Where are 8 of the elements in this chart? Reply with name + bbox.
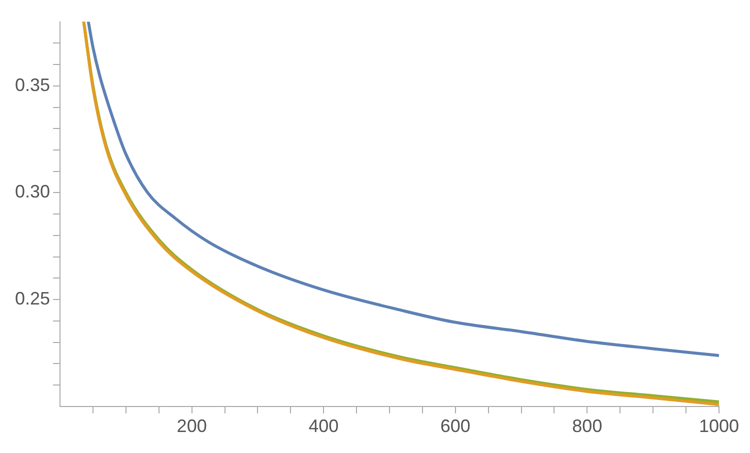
x-tick-label: 1000 — [698, 416, 739, 436]
x-tick-label: 200 — [176, 416, 207, 436]
x-tick-label: 800 — [572, 416, 602, 436]
y-tick-label: 0.35 — [14, 74, 50, 95]
y-tick-label: 0.30 — [14, 182, 50, 202]
x-tick-label: 400 — [308, 416, 339, 436]
y-tick-label: 0.25 — [14, 288, 50, 309]
x-tick-label: 600 — [440, 416, 470, 436]
